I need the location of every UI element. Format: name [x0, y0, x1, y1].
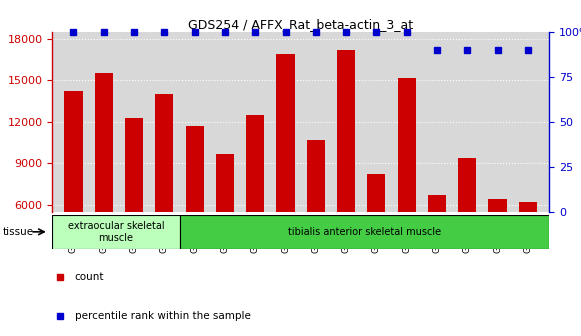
Bar: [277, 54, 295, 288]
Bar: [185, 126, 204, 288]
Bar: [216, 154, 234, 288]
Bar: [155, 94, 174, 288]
Bar: [397, 78, 416, 288]
Bar: [367, 174, 385, 288]
Bar: [125, 118, 143, 288]
Text: extraocular skeletal
muscle: extraocular skeletal muscle: [67, 221, 164, 243]
Text: percentile rank within the sample: percentile rank within the sample: [74, 311, 250, 321]
Bar: [489, 199, 507, 288]
Bar: [337, 50, 355, 288]
Bar: [519, 202, 537, 288]
Bar: [246, 115, 264, 288]
Text: tibialis anterior skeletal muscle: tibialis anterior skeletal muscle: [288, 227, 441, 237]
Bar: [180, 215, 549, 249]
Text: tissue: tissue: [3, 227, 34, 237]
Bar: [307, 140, 325, 288]
Text: count: count: [74, 272, 104, 282]
Bar: [428, 195, 446, 288]
Bar: [52, 215, 180, 249]
Bar: [95, 73, 113, 288]
Title: GDS254 / AFFX_Rat_beta-actin_3_at: GDS254 / AFFX_Rat_beta-actin_3_at: [188, 18, 413, 31]
Bar: [64, 91, 83, 288]
Bar: [458, 158, 476, 288]
